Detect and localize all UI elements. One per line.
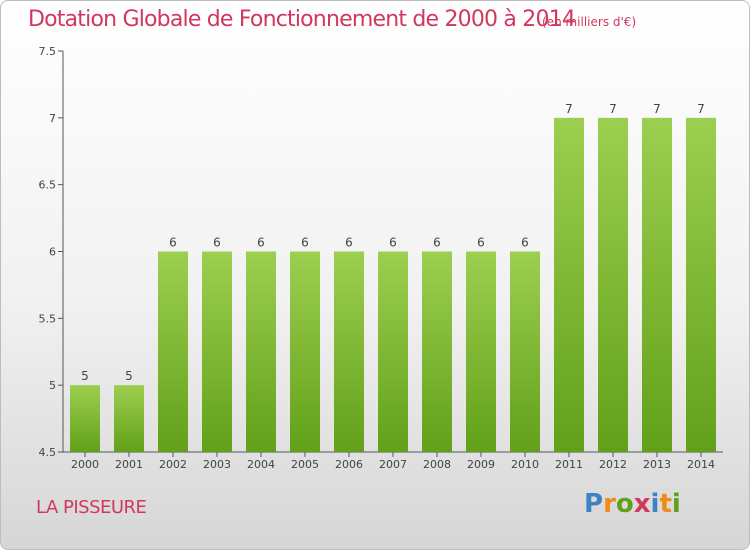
x-tick-label: 2009 <box>467 458 495 471</box>
bar <box>246 251 276 452</box>
bar-value-label: 6 <box>521 236 529 250</box>
bar-value-label: 5 <box>81 369 89 383</box>
bar <box>422 251 452 452</box>
x-tick-label: 2002 <box>159 458 187 471</box>
bar <box>598 117 628 452</box>
bar-value-label: 6 <box>301 236 309 250</box>
proxiti-logo: Proxiti <box>584 489 681 519</box>
x-tick-label: 2004 <box>247 458 275 471</box>
chart-title: Dotation Globale de Fonctionnement de 20… <box>28 7 576 32</box>
logo-letter: r <box>603 489 616 519</box>
x-tick-label: 2001 <box>115 458 143 471</box>
bar <box>554 117 584 452</box>
bar <box>70 385 100 452</box>
x-tick-label: 2006 <box>335 458 363 471</box>
bar-value-label: 7 <box>565 102 573 116</box>
x-tick-label: 2005 <box>291 458 319 471</box>
x-tick-label: 2013 <box>643 458 671 471</box>
y-tick-label: 7 <box>49 112 56 125</box>
x-tick-label: 2008 <box>423 458 451 471</box>
bar-value-label: 6 <box>345 236 353 250</box>
x-tick-label: 2010 <box>511 458 539 471</box>
x-tick-label: 2000 <box>71 458 99 471</box>
bar <box>642 117 672 452</box>
commune-name: LA PISSEURE <box>36 497 147 518</box>
y-tick-label: 6.5 <box>39 179 57 192</box>
bar-value-label: 6 <box>433 236 441 250</box>
bar-value-label: 6 <box>213 236 221 250</box>
logo-letter: i <box>650 489 660 519</box>
bar <box>202 251 232 452</box>
y-tick-label: 5 <box>49 379 56 392</box>
x-tick-label: 2014 <box>687 458 715 471</box>
bar-value-label: 6 <box>477 236 485 250</box>
bar <box>466 251 496 452</box>
bar-value-label: 6 <box>389 236 397 250</box>
y-tick-label: 7.5 <box>39 45 57 58</box>
logo-letter: P <box>584 489 604 519</box>
logo-letter: t <box>659 489 672 519</box>
x-tick-label: 2012 <box>599 458 627 471</box>
x-tick-label: 2007 <box>379 458 407 471</box>
bar <box>510 251 540 452</box>
bar-value-label: 6 <box>169 236 177 250</box>
bar <box>290 251 320 452</box>
y-tick-label: 4.5 <box>39 446 57 459</box>
y-tick-label: 6 <box>49 246 56 259</box>
x-tick-label: 2003 <box>203 458 231 471</box>
bar-value-label: 6 <box>257 236 265 250</box>
bar <box>378 251 408 452</box>
bar <box>686 117 716 452</box>
logo-letter: o <box>615 489 634 519</box>
logo-letter: x <box>633 489 651 519</box>
logo-letter: i <box>671 489 681 519</box>
bar-value-label: 5 <box>125 369 133 383</box>
x-tick-label: 2011 <box>555 458 583 471</box>
chart-subtitle: (en milliers d'€) <box>542 15 637 29</box>
bar-value-label: 7 <box>609 102 617 116</box>
y-tick-label: 5.5 <box>39 312 57 325</box>
bar <box>114 385 144 452</box>
bar <box>158 251 188 452</box>
bar-value-label: 7 <box>653 102 661 116</box>
bar <box>334 251 364 452</box>
bar-value-label: 7 <box>697 102 705 116</box>
